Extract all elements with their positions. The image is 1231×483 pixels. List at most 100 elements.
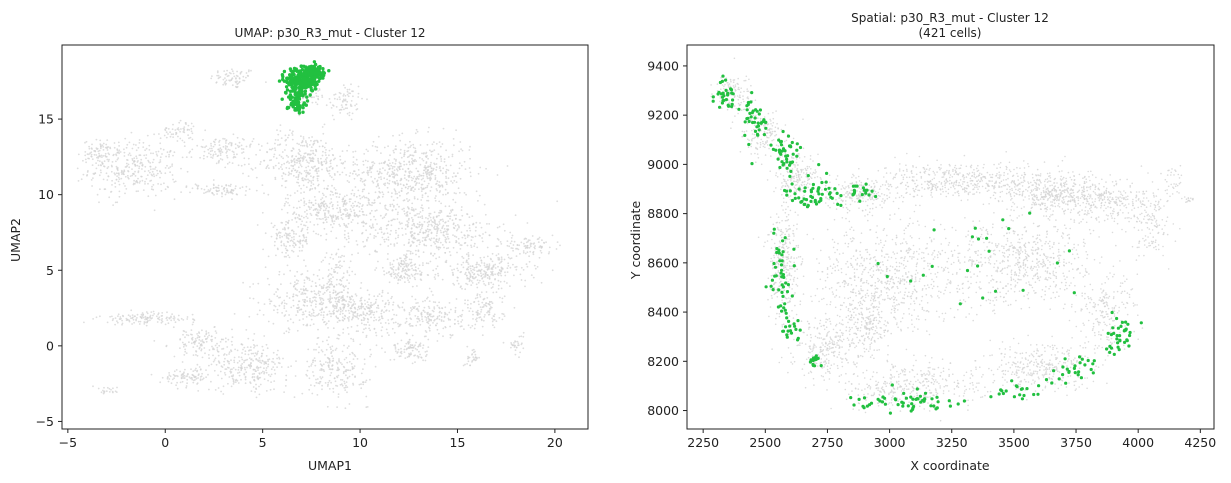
background-point	[257, 282, 260, 285]
background-point	[300, 215, 303, 218]
background-point	[115, 172, 118, 175]
background-point	[443, 228, 446, 230]
background-point	[208, 334, 211, 337]
background-point	[378, 196, 381, 199]
background-point	[460, 209, 463, 212]
background-point	[384, 207, 387, 209]
background-point	[416, 170, 419, 173]
background-point	[548, 246, 551, 249]
background-point	[488, 264, 491, 267]
background-point	[401, 222, 403, 225]
background-point	[478, 303, 480, 306]
background-point	[435, 166, 438, 169]
background-point	[295, 213, 298, 216]
background-point	[275, 157, 278, 160]
background-point	[276, 366, 278, 368]
background-point	[436, 189, 438, 192]
background-point	[123, 155, 126, 157]
background-point	[445, 181, 448, 184]
background-point	[332, 207, 334, 210]
background-point	[467, 263, 470, 265]
background-point	[479, 166, 482, 169]
background-point	[177, 314, 180, 317]
background-point	[506, 244, 509, 247]
background-point	[330, 282, 332, 285]
background-point	[419, 231, 422, 234]
background-point	[417, 250, 420, 253]
background-point	[372, 313, 375, 316]
background-point	[199, 368, 202, 371]
background-point	[362, 188, 364, 191]
background-point	[443, 246, 445, 249]
background-point	[250, 352, 253, 355]
background-point	[270, 148, 273, 151]
background-point	[223, 82, 226, 84]
background-point	[374, 218, 377, 221]
background-point	[375, 250, 377, 253]
background-point	[494, 263, 497, 266]
background-point	[426, 184, 429, 187]
background-point	[468, 167, 471, 169]
background-point	[502, 341, 505, 344]
background-point	[248, 315, 251, 318]
background-point	[518, 335, 521, 338]
background-point	[510, 346, 512, 349]
background-point	[281, 175, 283, 177]
background-point	[144, 318, 147, 321]
background-point	[99, 147, 102, 150]
background-point	[267, 365, 269, 368]
background-point	[355, 330, 358, 333]
background-point	[399, 183, 402, 186]
background-point	[401, 234, 404, 236]
background-point	[396, 258, 399, 261]
background-point	[268, 148, 271, 151]
background-point	[368, 253, 371, 256]
background-point	[537, 238, 540, 240]
background-point	[174, 321, 177, 324]
background-point	[181, 380, 184, 383]
background-point	[498, 257, 501, 259]
background-point	[192, 125, 195, 128]
background-point	[336, 278, 338, 281]
background-point	[453, 172, 455, 175]
background-point	[411, 264, 413, 267]
background-point	[249, 143, 252, 146]
background-point	[231, 328, 233, 331]
background-point	[307, 181, 310, 184]
background-point	[330, 312, 333, 315]
background-point	[516, 244, 519, 247]
background-point	[324, 158, 327, 161]
background-point	[381, 309, 383, 312]
background-point	[303, 202, 306, 204]
background-point	[335, 106, 338, 108]
background-point	[476, 294, 479, 297]
background-point	[98, 174, 101, 177]
background-point	[230, 359, 232, 362]
background-point	[517, 248, 520, 251]
background-point	[341, 277, 344, 280]
background-point	[442, 220, 445, 223]
background-point	[398, 221, 401, 224]
background-point	[467, 360, 470, 363]
background-point	[503, 258, 506, 261]
background-point	[236, 379, 239, 382]
background-point	[509, 231, 512, 234]
background-point	[352, 156, 355, 159]
background-point	[421, 240, 424, 242]
background-point	[214, 337, 217, 339]
background-point	[300, 172, 303, 175]
background-point	[481, 301, 484, 304]
background-point	[461, 149, 464, 152]
background-point	[247, 175, 250, 178]
background-point	[339, 361, 342, 364]
background-point	[408, 238, 410, 241]
background-point	[317, 160, 320, 163]
background-point	[392, 321, 395, 324]
background-point	[185, 331, 188, 333]
background-point	[445, 225, 448, 227]
background-point	[257, 301, 260, 304]
background-point	[325, 233, 328, 236]
background-point	[315, 207, 318, 210]
background-point	[428, 318, 431, 321]
background-point	[103, 390, 106, 393]
